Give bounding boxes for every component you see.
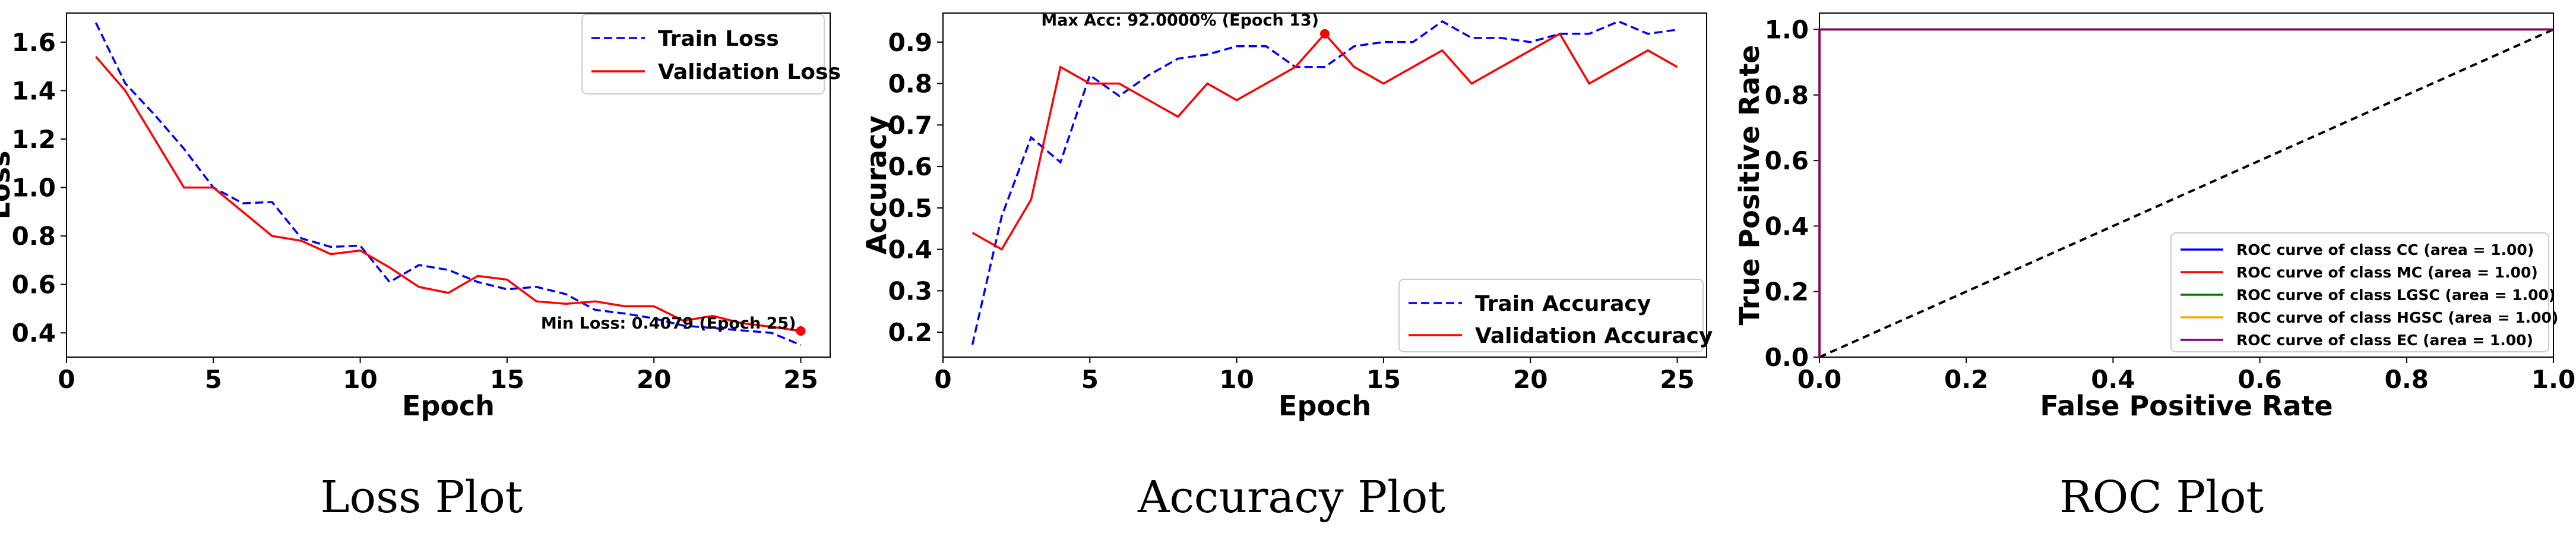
y-tick-label: 1.0	[12, 174, 56, 203]
y-axis-label: Accuracy	[860, 116, 893, 255]
y-tick-label: 0.4	[1765, 212, 1809, 241]
series-line-2	[95, 56, 801, 332]
annotation-text: Min Loss: 0.4079 (Epoch 25)	[541, 314, 796, 333]
x-tick-label: 5	[1081, 365, 1099, 394]
legend-label: Train Loss	[658, 27, 779, 51]
x-tick-label: 0.6	[2238, 365, 2281, 394]
y-tick-label: 1.2	[12, 125, 56, 154]
x-tick-label: 10	[1219, 365, 1254, 394]
y-tick-label: 0.2	[1765, 277, 1809, 307]
plot-frame	[942, 12, 1707, 358]
y-tick-label: 0.4	[12, 318, 56, 348]
x-tick-label: 0.2	[1944, 365, 1988, 394]
legend-label: Validation Loss	[658, 60, 841, 84]
x-axis-label: Epoch	[402, 390, 495, 422]
legend-label: ROC curve of class EC (area = 1.00)	[2236, 332, 2533, 349]
y-tick-label: 0.7	[888, 111, 932, 140]
x-axis-label: False Positive Rate	[2040, 390, 2333, 422]
legend-box	[581, 14, 825, 94]
y-tick-label: 0.5	[888, 194, 932, 223]
x-tick-label: 15	[490, 365, 524, 394]
x-tick-label: 5	[205, 365, 222, 394]
y-axis-label: Loss	[0, 151, 16, 220]
y-tick-label: 0.6	[1765, 146, 1809, 175]
y-tick-label: 0.0	[1765, 343, 1809, 372]
legend: Train Accuracy Validation Accuracy	[1398, 279, 1713, 352]
chart-panel-3: 0.0 0.2 0.4 0.6 0.8 1.0 0.0 0.2 0.4 0.6 0.8 1.0 Fals…	[1733, 12, 2575, 523]
annotation-text: Max Acc: 92.0000% (Epoch 13)	[1041, 11, 1319, 30]
x-tick-label: 0.8	[2385, 365, 2429, 394]
y-tick-label: 1.0	[1765, 15, 1809, 45]
x-axis-label: Epoch	[1278, 390, 1371, 422]
y-tick-label: 0.8	[888, 70, 932, 99]
y-tick-label: 0.6	[888, 152, 932, 181]
x-tick-label: 20	[1513, 365, 1548, 394]
x-tick-label: 0.0	[1797, 365, 1841, 394]
series-line-5	[1818, 28, 2553, 357]
y-tick-label: 0.2	[888, 318, 932, 347]
x-tick-label: 0.4	[2091, 365, 2135, 394]
legend-box	[1398, 279, 1704, 352]
legend-label: ROC curve of class HGSC (area = 1.00)	[2236, 309, 2558, 326]
legend-label: Validation Accuracy	[1475, 324, 1713, 348]
x-tick-label: 0	[58, 365, 75, 394]
y-tick-label: 0.8	[12, 222, 56, 251]
annotation-marker	[796, 326, 806, 336]
x-tick-label: 25	[1660, 365, 1694, 394]
legend-label: ROC curve of class CC (area = 1.00)	[2236, 241, 2534, 258]
x-tick-label: 0	[934, 365, 951, 394]
y-tick-label: 0.4	[888, 235, 932, 264]
x-tick-label: 10	[343, 365, 377, 394]
x-tick-label: 20	[637, 365, 671, 394]
x-tick-label: 15	[1366, 365, 1401, 394]
y-tick-label: 1.4	[12, 76, 56, 105]
y-tick-label: 1.6	[12, 28, 56, 57]
legend: Train Loss Validation Loss	[581, 14, 841, 94]
y-tick-label: 0.6	[12, 270, 56, 299]
y-tick-label: 0.9	[888, 28, 932, 57]
legend-box	[2170, 232, 2549, 352]
x-tick-label: 25	[783, 365, 818, 394]
y-axis-label: True Positive Rate	[1733, 45, 1765, 325]
y-tick-label: 0.3	[888, 276, 932, 305]
chart-panel-1: 0 5 10 15 20 25 0.4 0.6 0.8 1.0 1.2 1.4 1.6 Epoch Loss…	[0, 12, 841, 523]
y-tick-label: 0.8	[1765, 81, 1809, 110]
panel-caption: ROC Plot	[2059, 472, 2264, 523]
annotation-marker	[1320, 29, 1330, 39]
x-tick-label: 1.0	[2531, 365, 2575, 394]
legend-label: Train Accuracy	[1475, 292, 1651, 316]
plot-frame	[66, 12, 831, 358]
legend: ROC curve of class CC (area = 1.00) ROC c…	[2170, 232, 2558, 352]
panel-caption: Accuracy Plot	[1137, 472, 1445, 523]
diagonal-reference-line	[1819, 28, 2554, 358]
legend-label: ROC curve of class MC (area = 1.00)	[2236, 264, 2538, 281]
legend-label: ROC curve of class LGSC (area = 1.00)	[2236, 286, 2555, 304]
panel-caption: Loss Plot	[321, 472, 523, 523]
chart-panel-2: 0 5 10 15 20 25 0.2 0.3 0.4 0.5 0.6 0.7 0.8 0.9 Epoch A…	[860, 11, 1713, 523]
